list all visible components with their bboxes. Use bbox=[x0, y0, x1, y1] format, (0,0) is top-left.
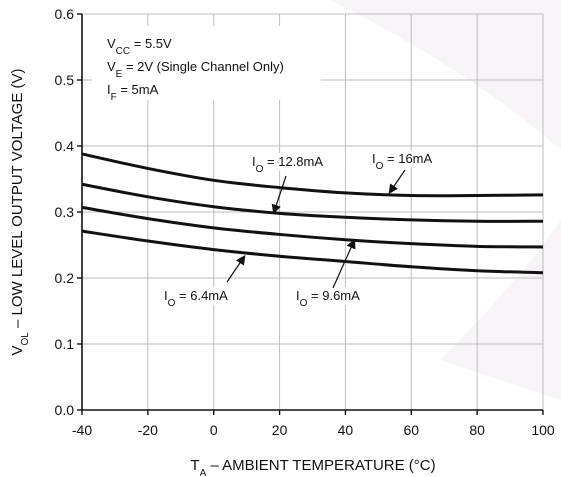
condition-line: VCC = 5.5V bbox=[107, 36, 172, 57]
y-tick-label: 0.2 bbox=[55, 270, 75, 286]
x-tick-label: -20 bbox=[138, 422, 158, 438]
series-label-bg bbox=[293, 287, 389, 305]
y-tick-label: 0.4 bbox=[55, 138, 75, 154]
watermark-shape bbox=[330, 0, 561, 150]
x-tick-label: 40 bbox=[338, 422, 354, 438]
series-label-bg bbox=[369, 150, 465, 168]
series-label-arrow bbox=[226, 255, 246, 283]
y-tick-label: 0.3 bbox=[55, 204, 75, 220]
x-tick-label: -40 bbox=[72, 422, 92, 438]
x-tick-label: 60 bbox=[403, 422, 419, 438]
series-label-arrow bbox=[388, 169, 406, 194]
y-tick-label: 0.6 bbox=[55, 6, 75, 22]
plot-frame bbox=[77, 13, 544, 415]
series-line bbox=[81, 182, 544, 223]
y-tick-label: 0.1 bbox=[55, 336, 75, 352]
series-line bbox=[81, 229, 544, 275]
x-tick-label: 20 bbox=[272, 422, 288, 438]
series-label: IO = 12.8mA bbox=[252, 154, 323, 175]
series-annotations: IO = 16mA IO = 12.8mA IO = 9.6mA IO = 6.4mA bbox=[161, 150, 465, 309]
series-line bbox=[81, 152, 544, 198]
condition-line: VE = 2V (Single Channel Only) bbox=[107, 59, 284, 80]
y-tick-label: 0.0 bbox=[55, 402, 75, 418]
y-tick-label: 0.5 bbox=[55, 72, 75, 88]
watermark-shape-lower bbox=[440, 220, 561, 400]
y-axis-label: VOL – LOW LEVEL OUTPUT VOLTAGE (V) bbox=[9, 68, 31, 355]
series-label: IO = 9.6mA bbox=[296, 288, 360, 309]
series-label: IO = 6.4mA bbox=[164, 288, 228, 309]
series-group bbox=[81, 152, 544, 275]
x-tick-label: 0 bbox=[210, 422, 218, 438]
series-label-arrow bbox=[271, 175, 287, 215]
x-tick-label: 100 bbox=[531, 422, 555, 438]
series-label-bg bbox=[161, 287, 257, 305]
y-tick-labels: 0.0 0.1 0.2 0.3 0.4 0.5 0.6 bbox=[55, 6, 75, 418]
x-axis-label: TA – AMBIENT TEMPERATURE (°C) bbox=[190, 457, 435, 477]
condition-line: IF = 5mA bbox=[107, 82, 159, 103]
x-tick-labels: -40 -20 0 20 40 60 80 100 bbox=[72, 422, 555, 438]
series-label: IO = 16mA bbox=[372, 151, 433, 172]
series-label-arrow bbox=[332, 238, 356, 289]
series-label-bg bbox=[249, 153, 345, 171]
x-tick-label: 80 bbox=[469, 422, 485, 438]
conditions-box bbox=[92, 26, 321, 100]
series-line bbox=[81, 205, 544, 249]
